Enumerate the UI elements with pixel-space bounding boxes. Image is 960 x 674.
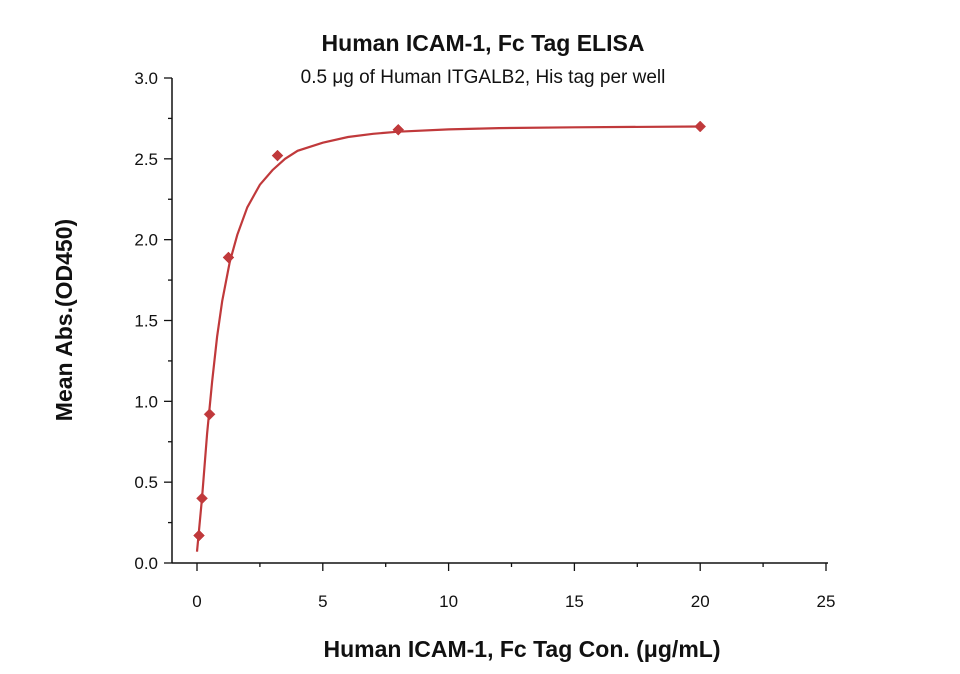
x-axis-title: Human ICAM-1, Fc Tag Con. (μg/mL) [324, 636, 721, 662]
y-axis-ticks: 0.0 0.5 1.0 1.5 2.0 2.5 3.0 [134, 69, 172, 573]
x-axis-ticks: 0 5 10 15 20 25 [192, 563, 835, 611]
y-tick-label: 2.0 [134, 231, 158, 250]
x-tick-label: 5 [318, 592, 327, 611]
chart-title: Human ICAM-1, Fc Tag ELISA [322, 30, 645, 56]
data-point [392, 123, 405, 136]
data-point [193, 529, 205, 542]
y-tick-label: 0.5 [134, 473, 158, 492]
chart-subtitle: 0.5 μg of Human ITGALB2, His tag per wel… [301, 67, 666, 88]
x-tick-label: 10 [439, 592, 458, 611]
y-tick-label: 3.0 [134, 69, 158, 88]
data-point [271, 149, 284, 162]
x-tick-label: 20 [691, 592, 710, 611]
y-tick-label: 1.0 [134, 392, 158, 411]
axes [171, 78, 828, 564]
data-point [222, 251, 235, 264]
x-tick-label: 0 [192, 592, 201, 611]
data-point [196, 492, 208, 505]
data-point [203, 408, 216, 421]
x-tick-label: 15 [565, 592, 584, 611]
y-tick-label: 2.5 [134, 150, 158, 169]
y-tick-label: 0.0 [134, 554, 158, 573]
x-tick-label: 25 [817, 592, 836, 611]
y-tick-label: 1.5 [134, 312, 158, 331]
y-axis-title: Mean Abs.(OD450) [51, 219, 77, 421]
data-point [694, 120, 707, 133]
fit-curve [195, 125, 701, 552]
data-points [193, 120, 707, 542]
